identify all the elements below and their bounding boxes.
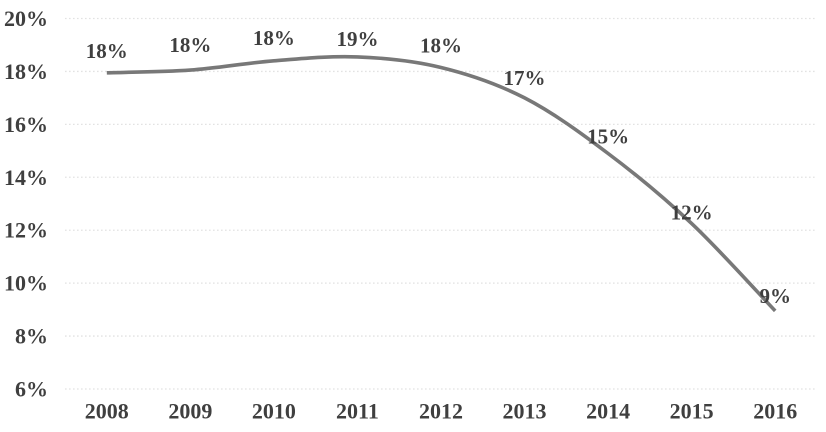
y-axis-tick-label: 16%	[4, 112, 48, 137]
x-axis-tick-label: 2015	[670, 399, 714, 424]
y-axis-tick-label: 20%	[4, 6, 48, 31]
data-point-label: 12%	[671, 201, 713, 225]
data-point-label: 18%	[86, 39, 128, 63]
x-axis-tick-label: 2012	[419, 399, 463, 424]
data-point-label: 18%	[169, 33, 211, 57]
data-point-label: 15%	[587, 124, 629, 148]
y-axis-tick-label: 10%	[4, 271, 48, 296]
y-axis-tick-label: 8%	[15, 324, 48, 349]
x-axis-tick-label: 2009	[168, 399, 212, 424]
x-axis-tick-label: 2013	[503, 399, 547, 424]
x-axis-tick-label: 2011	[336, 399, 379, 424]
data-point-label: 19%	[336, 27, 378, 51]
x-axis-tick-label: 2008	[85, 399, 129, 424]
y-axis-tick-label: 14%	[4, 165, 48, 190]
x-axis-tick-label: 2016	[753, 399, 797, 424]
y-axis-tick-label: 18%	[4, 59, 48, 84]
data-series-line	[106, 54, 777, 313]
data-point-label: 9%	[759, 284, 791, 308]
y-axis-tick-label: 6%	[15, 377, 48, 402]
data-point-label: 18%	[420, 33, 462, 57]
data-point-label: 18%	[253, 26, 295, 50]
data-point-label: 17%	[504, 66, 546, 90]
x-axis-tick-label: 2010	[252, 399, 296, 424]
y-axis-tick-label: 12%	[4, 218, 48, 243]
x-axis-tick-label: 2014	[586, 399, 630, 424]
